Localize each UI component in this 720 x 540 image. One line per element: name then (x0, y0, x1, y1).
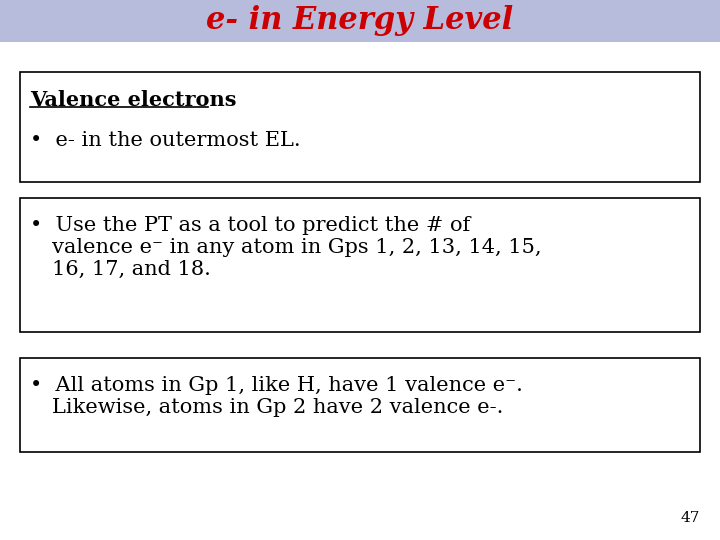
Text: •  All atoms in Gp 1, like H, have 1 valence e⁻.: • All atoms in Gp 1, like H, have 1 vale… (30, 376, 523, 395)
FancyBboxPatch shape (20, 358, 700, 452)
Text: valence e⁻ in any atom in Gps 1, 2, 13, 14, 15,: valence e⁻ in any atom in Gps 1, 2, 13, … (52, 238, 541, 257)
Text: e- in Energy Level: e- in Energy Level (207, 5, 513, 37)
Text: Likewise, atoms in Gp 2 have 2 valence e-.: Likewise, atoms in Gp 2 have 2 valence e… (52, 398, 503, 417)
FancyBboxPatch shape (20, 72, 700, 182)
FancyBboxPatch shape (20, 198, 700, 332)
Text: •  Use the PT as a tool to predict the # of: • Use the PT as a tool to predict the # … (30, 216, 470, 235)
FancyBboxPatch shape (0, 0, 720, 42)
Text: Valence electrons: Valence electrons (30, 90, 236, 110)
Text: 16, 17, and 18.: 16, 17, and 18. (52, 260, 211, 279)
Text: 47: 47 (680, 511, 700, 525)
Text: •  e- in the outermost EL.: • e- in the outermost EL. (30, 131, 301, 150)
